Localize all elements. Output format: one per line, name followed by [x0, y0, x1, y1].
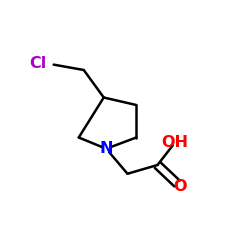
- Text: Cl: Cl: [29, 56, 46, 71]
- Text: N: N: [100, 141, 113, 156]
- Text: O: O: [173, 179, 187, 194]
- Text: OH: OH: [162, 135, 188, 150]
